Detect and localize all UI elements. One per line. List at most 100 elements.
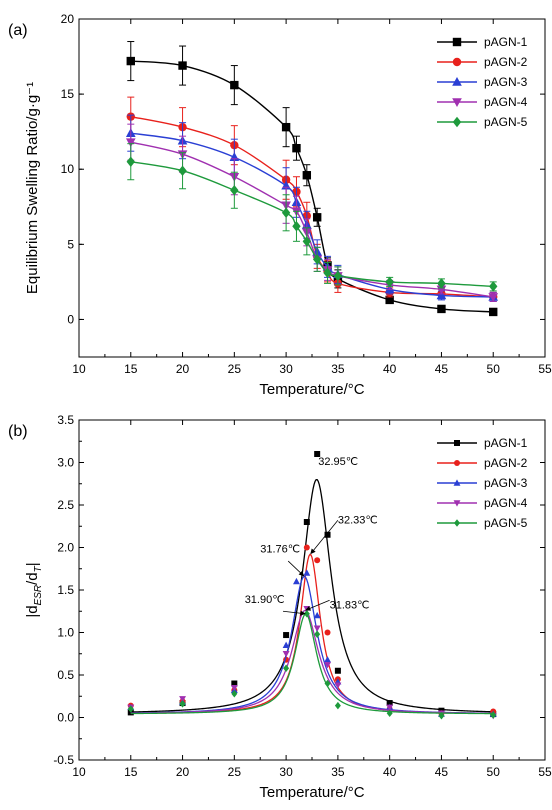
data-point <box>488 293 499 302</box>
x-axis-title: Temperature/°C <box>259 381 364 398</box>
x-tick-label: 35 <box>331 765 345 779</box>
annotation-arrow <box>308 599 330 610</box>
data-point <box>303 569 311 576</box>
series-line <box>130 161 494 288</box>
y-tick-label: 3.0 <box>57 456 74 470</box>
legend-label: pAGN-4 <box>484 496 528 510</box>
data-point <box>324 531 331 538</box>
legend-label: pAGN-1 <box>484 436 528 450</box>
x-tick-label: 30 <box>279 362 293 376</box>
y-axis-title: Equilibrium Swelling Ratio/g·g⁻¹ <box>24 82 41 294</box>
annotation-arrow <box>287 560 302 574</box>
series-group <box>125 114 499 302</box>
data-point <box>303 519 310 525</box>
annotation-arrowhead <box>310 548 316 555</box>
legend-marker <box>454 440 460 446</box>
x-tick-label: 40 <box>383 362 397 376</box>
legend-label: pAGN-3 <box>484 75 528 89</box>
plot-frame <box>78 419 546 761</box>
series-group <box>125 123 499 302</box>
data-point <box>334 682 342 689</box>
y-tick-label: 0 <box>67 312 74 326</box>
legend-label: pAGN-3 <box>484 476 528 490</box>
data-point <box>282 651 290 658</box>
data-point <box>230 80 239 90</box>
legend-label: pAGN-5 <box>484 516 528 530</box>
y-tick-label: 15 <box>61 87 75 101</box>
data-point <box>127 705 134 713</box>
series-line <box>130 60 494 313</box>
y-tick-label: 1.5 <box>57 583 74 597</box>
y-tick-label: 0.0 <box>57 711 74 725</box>
x-tick-label: 10 <box>72 765 86 779</box>
data-point <box>231 680 238 687</box>
fit-curve <box>130 479 494 713</box>
panel-label: (a) <box>8 22 28 39</box>
y-tick-label: 2.0 <box>57 541 74 555</box>
data-point <box>230 185 239 196</box>
x-tick-label: 55 <box>538 362 552 376</box>
x-tick-label: 30 <box>279 765 293 779</box>
data-point <box>126 56 135 66</box>
y-tick-label: 20 <box>61 12 75 26</box>
legend-label: pAGN-1 <box>484 35 528 49</box>
series-group <box>127 610 497 720</box>
y-axis-title-part: ESR <box>33 585 44 606</box>
data-point <box>179 700 186 708</box>
data-point <box>324 662 331 669</box>
series-group <box>126 41 498 317</box>
data-point <box>334 701 341 710</box>
legend-marker <box>453 500 461 507</box>
data-point <box>312 213 322 222</box>
data-point <box>283 632 290 639</box>
y-axis-title-part: /d <box>24 572 41 585</box>
y-axis-title-part: T <box>33 565 44 572</box>
fit-curve <box>130 609 494 714</box>
x-tick-label: 15 <box>124 765 138 779</box>
annotation-arrow <box>282 610 302 614</box>
data-point <box>437 278 446 289</box>
data-point <box>436 290 447 300</box>
legend-label: pAGN-2 <box>484 456 528 470</box>
annotation-arrowhead <box>305 605 312 611</box>
fit-curve <box>130 613 494 715</box>
data-point <box>323 267 332 279</box>
data-point <box>126 156 135 167</box>
data-point <box>179 696 187 703</box>
y-tick-label: 0.5 <box>57 668 74 682</box>
data-point <box>125 138 136 148</box>
x-tick-label: 45 <box>435 362 449 376</box>
y-tick-label: 5 <box>67 237 74 251</box>
panel-b-chart: 10 15 20 25 30 35 40 45 50 55 -0.5 0.0 0.5 1.0 1.5 2.0 2… <box>8 413 552 801</box>
data-point <box>178 61 187 70</box>
data-point <box>324 656 331 663</box>
data-point <box>313 625 321 632</box>
peak-annotation: 31.83℃ <box>330 600 370 612</box>
x-tick-label: 20 <box>176 362 190 376</box>
data-point <box>333 270 343 282</box>
data-point <box>231 689 238 698</box>
series-group <box>127 569 497 717</box>
data-point <box>385 276 394 288</box>
legend-label: pAGN-5 <box>484 115 528 129</box>
legend-marker <box>452 37 462 47</box>
x-tick-label: 40 <box>383 765 397 779</box>
data-point <box>386 709 393 717</box>
peak-annotation: 32.95℃ <box>318 456 358 468</box>
data-point <box>386 704 394 711</box>
data-point <box>324 629 331 636</box>
data-point <box>281 207 291 219</box>
x-tick-label: 25 <box>228 362 242 376</box>
legend-label: pAGN-2 <box>484 55 528 69</box>
x-tick-label: 10 <box>72 362 86 376</box>
y-tick-label: 10 <box>61 162 75 176</box>
series-line <box>130 141 494 298</box>
data-point <box>314 451 321 457</box>
x-tick-label: 20 <box>176 765 190 779</box>
data-point <box>303 544 310 551</box>
y-axis-title-part: | <box>24 562 41 566</box>
data-point <box>292 221 301 232</box>
data-point <box>313 611 321 619</box>
data-point <box>324 679 331 688</box>
